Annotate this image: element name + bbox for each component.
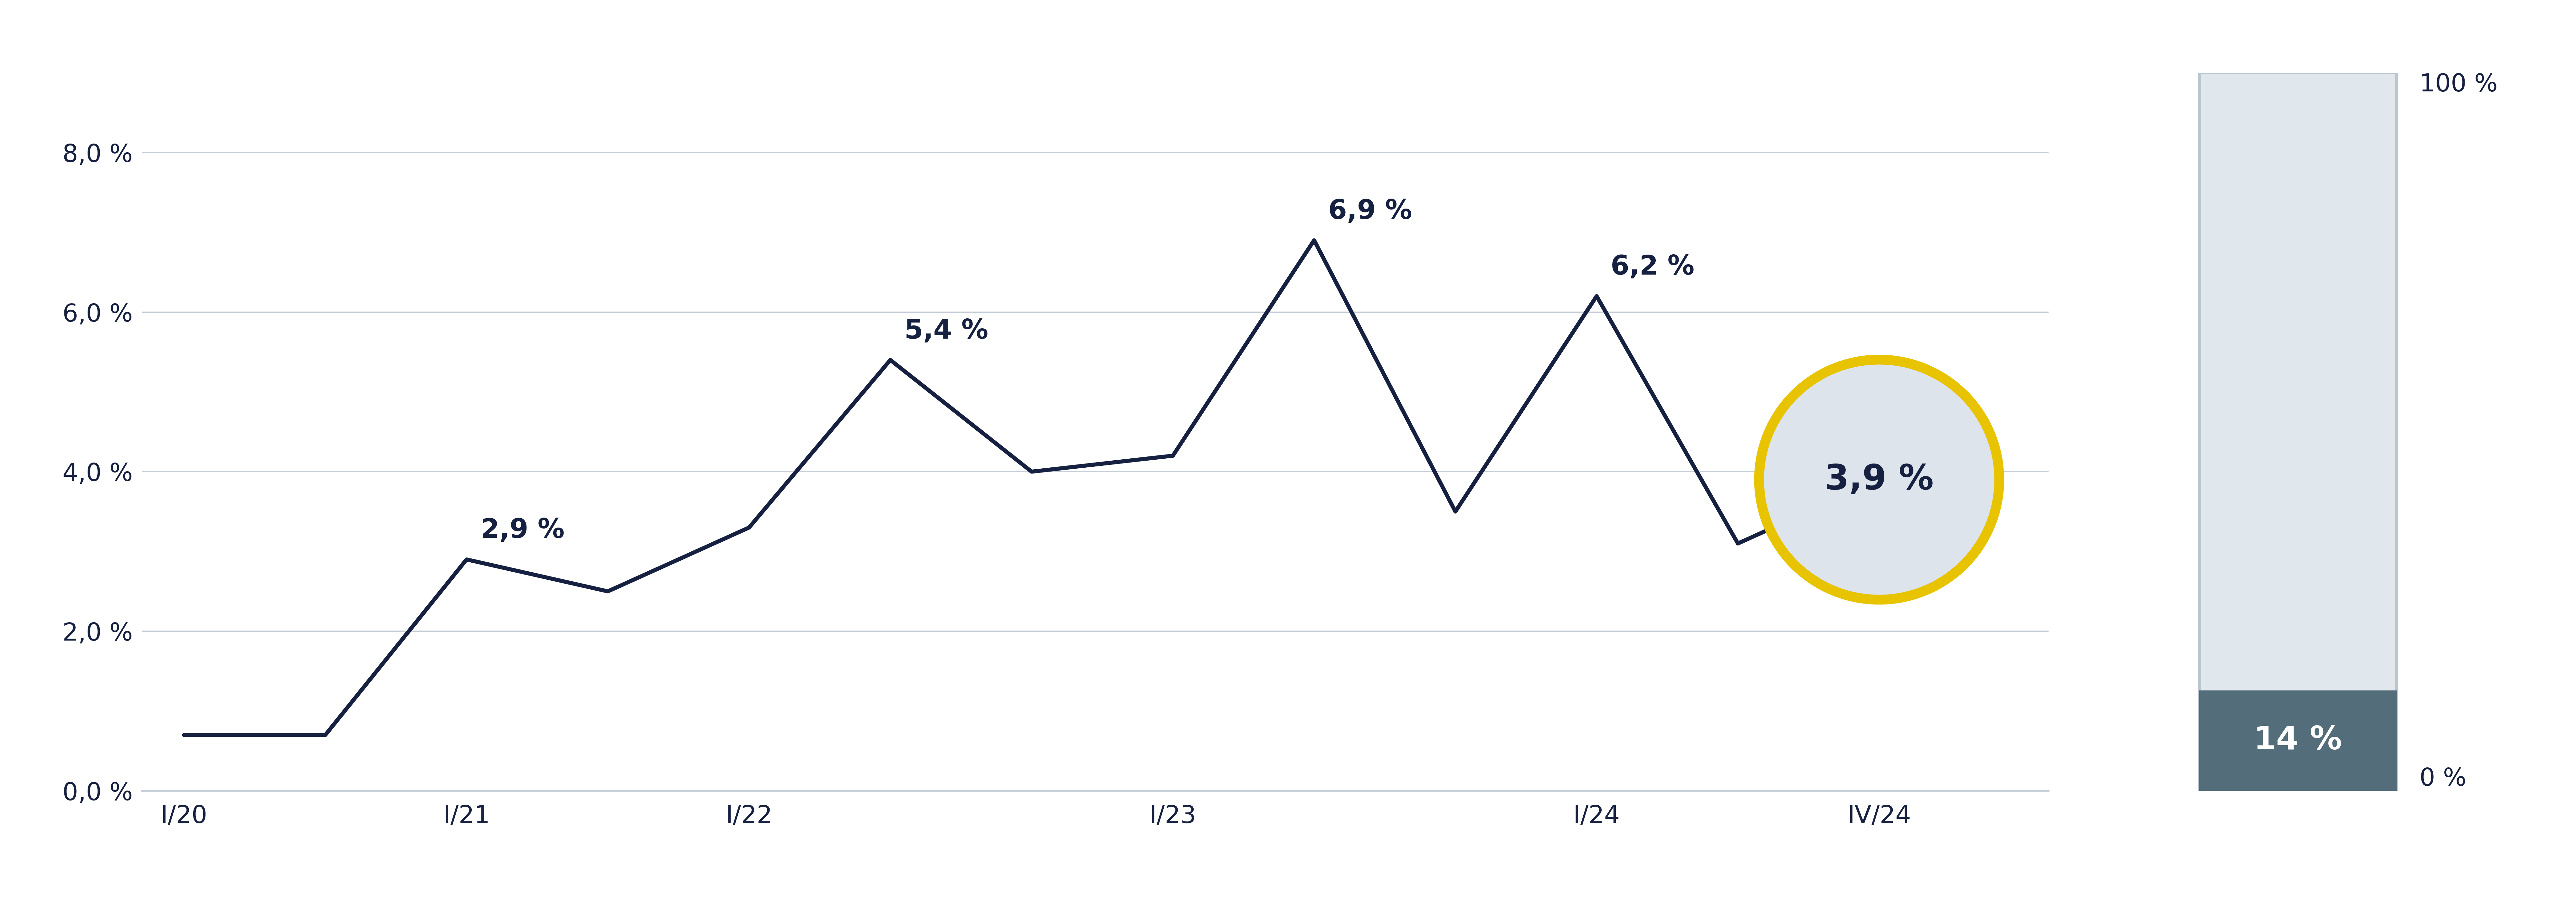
Text: 2,9 %: 2,9 %	[482, 517, 564, 544]
Text: 6,2 %: 6,2 %	[1610, 255, 1695, 280]
Text: 6,9 %: 6,9 %	[1329, 198, 1412, 225]
Text: 0 %: 0 %	[2419, 767, 2465, 791]
Text: 100 %: 100 %	[2419, 73, 2499, 96]
Text: 14 %: 14 %	[2254, 725, 2342, 756]
FancyBboxPatch shape	[2200, 690, 2396, 791]
FancyBboxPatch shape	[2200, 73, 2396, 791]
Text: 5,4 %: 5,4 %	[904, 318, 989, 344]
Text: 3,9 %: 3,9 %	[1824, 463, 1935, 496]
Ellipse shape	[1759, 360, 1999, 600]
